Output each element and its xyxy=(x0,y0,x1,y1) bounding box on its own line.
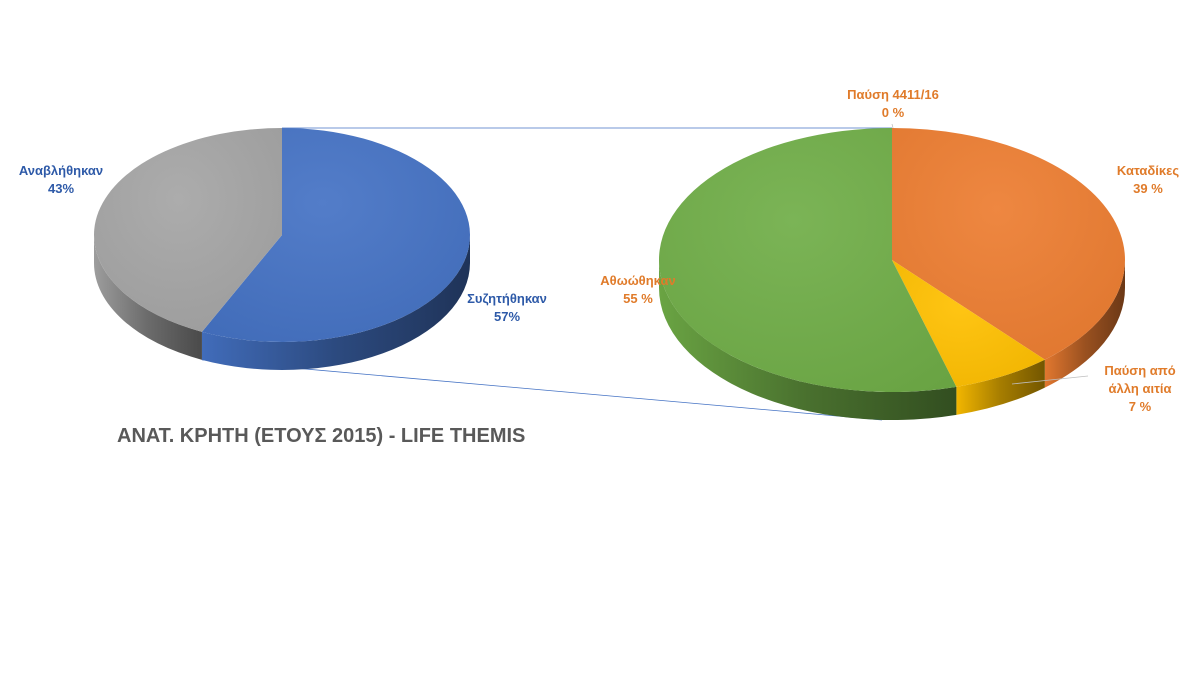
label-pafsi-alli-line1: Παύση από xyxy=(1104,363,1176,378)
secondary-side-- xyxy=(956,359,1045,415)
secondary-slice-- xyxy=(892,128,1125,360)
label-katadikes-pct: 39 % xyxy=(1133,181,1163,196)
leader-line-1 xyxy=(891,123,894,129)
label-athoothikan-name: Αθωώθηκαν xyxy=(600,273,676,288)
label-anavlithikan-name: Αναβλήθηκαν xyxy=(18,163,104,178)
primary-pie xyxy=(94,128,470,370)
chart-title: ΑΝΑΤ. ΚΡΗΤΗ (ΕΤΟΥΣ 2015) - LIFE THEMIS xyxy=(117,425,526,447)
label-anavlithikan-pct: 43% xyxy=(47,181,75,196)
label-pafsi-alli-pct: 7 % xyxy=(1128,399,1152,414)
secondary-side-- xyxy=(1044,260,1125,388)
primary-slice-- xyxy=(94,128,283,332)
label-pafsi-4411-pct: 0 % xyxy=(881,105,905,120)
label-athoothikan-pct: 55 % xyxy=(623,291,653,306)
secondary-side-- xyxy=(659,260,957,421)
label-syzitithikan-pct: 57% xyxy=(493,309,521,324)
leader-line-0 xyxy=(1011,375,1089,385)
secondary-pie xyxy=(659,123,1125,421)
primary-slice-- xyxy=(201,128,470,342)
primary-side-- xyxy=(201,235,470,370)
label-pafsi-alli: Παύση από άλλη αιτία 7 % xyxy=(1090,362,1190,416)
secondary-slice-- xyxy=(892,260,1045,387)
secondary-slice-- xyxy=(659,128,957,393)
label-katadikes-name: Καταδίκες xyxy=(1116,163,1180,178)
connector-line-bottom xyxy=(201,359,883,421)
label-pafsi-4411-name: Παύση 4411/16 xyxy=(847,87,939,102)
label-pafsi-4411: Παύση 4411/16 0 % xyxy=(828,86,958,122)
label-katadikes: Καταδίκες 39 % xyxy=(1098,162,1198,198)
label-syzitithikan-name: Συζητήθηκαν xyxy=(467,291,547,306)
label-anavlithikan: Αναβλήθηκαν 43% xyxy=(6,162,116,198)
connector-lines xyxy=(201,127,892,421)
label-syzitithikan: Συζητήθηκαν 57% xyxy=(452,290,562,326)
label-pafsi-alli-line2: άλλη αιτία xyxy=(1108,381,1172,396)
primary-side-- xyxy=(94,235,202,360)
label-athoothikan: Αθωώθηκαν 55 % xyxy=(578,272,698,308)
